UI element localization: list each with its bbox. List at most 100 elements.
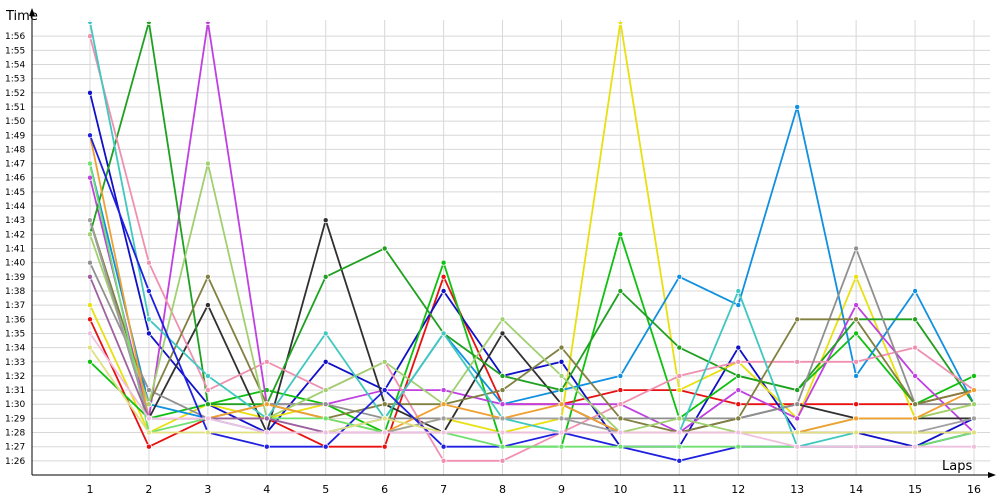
data-point [499,387,506,394]
data-point [87,231,94,238]
data-point [676,273,683,280]
data-point [87,22,93,25]
y-tick-label: 1:55 [5,46,25,56]
data-point [145,443,152,450]
series-7 [87,217,978,436]
data-point [971,429,978,436]
data-point [558,372,565,379]
data-point [322,217,329,224]
data-point [145,387,152,394]
y-tick-label: 1:56 [5,32,25,42]
data-point [499,443,506,450]
y-axis-arrow [29,8,35,16]
x-axis-title: Laps [942,459,972,474]
data-point [145,316,152,323]
axes: Time Laps [5,8,996,478]
data-point [440,387,447,394]
data-point [499,429,506,436]
data-point [617,443,624,450]
data-point [87,316,94,323]
data-point [322,443,329,450]
x-tick-label: 2 [145,483,152,496]
data-point [617,401,624,408]
data-point [145,429,152,436]
data-point [558,401,565,408]
y-tick-label: 1:34 [5,344,25,354]
data-point [971,387,978,394]
data-point [204,22,211,25]
data-point [676,429,683,436]
x-tick-label: 8 [499,483,506,496]
data-point [676,344,683,351]
data-point [263,443,270,450]
y-tick-label: 1:43 [5,216,25,226]
grid [32,20,990,475]
data-point [735,415,742,422]
x-tick-label: 3 [204,483,211,496]
x-tick-label: 9 [558,483,565,496]
data-point [87,344,94,351]
data-point [145,287,152,294]
y-tick-label: 1:50 [5,117,25,127]
x-tick-label: 5 [322,483,329,496]
data-point [87,330,94,337]
data-point [853,330,860,337]
data-point [912,415,919,422]
x-tick-label: 4 [263,483,270,496]
data-point [87,358,94,365]
data-point [87,132,94,139]
data-point [853,372,860,379]
data-point [440,330,447,337]
data-point [676,443,683,450]
data-point [794,358,801,365]
y-tick-label: 1:26 [5,457,25,467]
series-12 [87,160,978,436]
y-tick-label: 1:39 [5,273,25,283]
data-point [558,443,565,450]
data-point [853,245,860,252]
data-point [440,415,447,422]
x-tick-label: 16 [967,483,981,496]
data-point [204,372,211,379]
y-tick-label: 1:38 [5,287,25,297]
data-point [204,387,211,394]
data-point [912,443,919,450]
series-20 [87,330,978,450]
data-point [440,273,447,280]
data-point [676,372,683,379]
data-point [676,387,683,394]
data-point [381,358,388,365]
series-line [89,22,974,448]
data-point [440,259,447,266]
data-point [322,429,329,436]
data-point [440,401,447,408]
data-point [617,287,624,294]
data-point [735,387,742,394]
data-point [912,372,919,379]
data-point [204,401,211,408]
data-point [263,401,270,408]
data-point [794,443,801,450]
y-tick-label: 1:31 [5,386,25,396]
data-point [322,415,329,422]
data-point [87,160,94,167]
data-point [204,273,211,280]
data-point [853,443,860,450]
series-17 [87,217,978,436]
data-point [381,387,388,394]
data-point [735,344,742,351]
y-tick-label: 1:41 [5,245,25,255]
x-tick-label: 13 [790,483,804,496]
x-tick-label: 6 [381,483,388,496]
data-point [617,415,624,422]
series-6 [87,22,978,436]
data-point [87,302,94,309]
data-point [204,160,211,167]
x-tick-label: 14 [849,483,863,496]
data-point [381,415,388,422]
data-point [440,457,447,464]
data-point [912,429,919,436]
data-point [204,302,211,309]
data-point [204,415,211,422]
